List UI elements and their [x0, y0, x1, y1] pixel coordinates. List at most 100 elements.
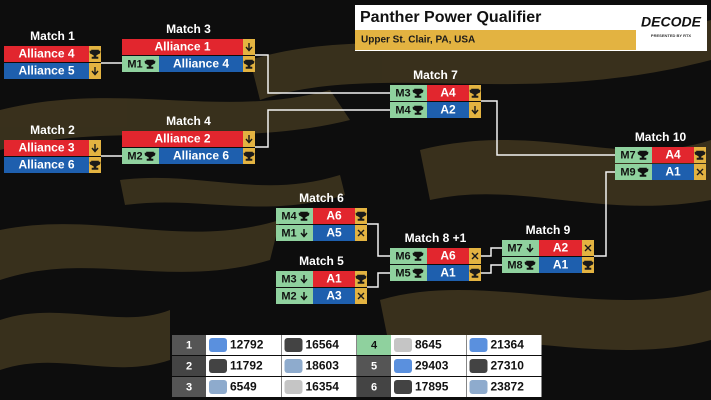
down-icon — [245, 135, 253, 144]
team-number: 17895 — [415, 380, 449, 394]
alliance-cell — [313, 271, 355, 287]
source-label: M5 — [395, 267, 410, 279]
down-icon — [300, 292, 308, 301]
match-label: Match 5 — [299, 254, 344, 268]
header: Panther Power Qualifier Upper St. Clair,… — [355, 5, 707, 51]
source-label: M2 — [127, 150, 142, 162]
down-icon — [91, 67, 99, 76]
trophy-icon — [355, 211, 367, 221]
match-label: Match 4 — [166, 114, 211, 128]
connectors — [101, 54, 615, 288]
rank-cell — [172, 335, 206, 355]
header-band — [355, 30, 636, 50]
team-logo — [469, 380, 488, 394]
alliance-name: Alliance 4 — [173, 57, 229, 71]
brackets: Match 1 Alliance 4 Alliance 5 Match 3 Allian… — [4, 22, 706, 304]
team-logo — [284, 380, 303, 394]
alliance-name: A4 — [665, 148, 681, 162]
alliance-cell — [539, 257, 582, 273]
alliance-name: Alliance 3 — [18, 141, 74, 155]
team-number: 11792 — [230, 359, 263, 373]
down-icon — [526, 244, 534, 253]
trophy-icon — [694, 150, 706, 160]
match-label: Match 10 — [635, 130, 687, 144]
trophy-icon — [144, 59, 156, 69]
alliance-cell — [427, 102, 469, 118]
alliance-name: A6 — [326, 209, 342, 223]
team-logo — [209, 359, 227, 373]
x-icon — [696, 168, 704, 176]
team-logo — [469, 338, 488, 352]
alliance-cell — [4, 157, 89, 173]
trophy-icon — [144, 151, 156, 161]
source-label: M6 — [395, 250, 410, 262]
source-label: M8 — [507, 259, 522, 271]
source-label: M9 — [620, 166, 635, 178]
match: Match 9 M7 A2 M8 A1 — [502, 223, 594, 273]
match: Match 4 Alliance 2 M2 Alliance 6 — [122, 114, 255, 164]
team-logo — [394, 338, 412, 352]
alliance-cell — [122, 39, 243, 55]
logo: DECODE — [641, 14, 702, 30]
event-location: Upper St. Clair, PA, USA — [361, 35, 475, 46]
team-logo — [284, 359, 303, 373]
rank-number: 3 — [186, 381, 192, 393]
source-label: M1 — [127, 58, 142, 70]
x-icon — [357, 292, 365, 300]
team-number: 23872 — [491, 380, 525, 394]
alliance-name: Alliance 1 — [154, 40, 210, 54]
trophy-icon — [298, 211, 310, 221]
event-title: Panther Power Qualifier — [360, 9, 541, 26]
match-label: Match 7 — [413, 68, 458, 82]
down-icon — [245, 43, 253, 52]
match-label: Match 2 — [30, 123, 75, 137]
team-number: 12792 — [230, 338, 264, 352]
alliance-cell — [122, 131, 243, 147]
alliance-name: A1 — [665, 165, 681, 179]
rank-cell — [172, 377, 206, 397]
team-logo — [394, 380, 412, 394]
source-label: M4 — [395, 104, 411, 116]
trophy-icon — [469, 268, 481, 278]
match-label: Match 8 +1 — [405, 231, 467, 245]
alliance-cell — [313, 288, 355, 304]
match-label: Match 3 — [166, 22, 211, 36]
team-logo — [469, 359, 488, 373]
team-number: 16354 — [306, 380, 340, 394]
rank-cell — [357, 335, 391, 355]
rank-cell — [357, 356, 391, 376]
alliance-cell — [539, 240, 582, 256]
down-icon — [300, 229, 308, 238]
alliance-name: A3 — [326, 289, 342, 303]
connector — [367, 223, 390, 257]
alliance-name: A1 — [326, 272, 342, 286]
source-label: M3 — [395, 87, 410, 99]
team-number: 29403 — [415, 359, 449, 373]
source-label: M1 — [281, 227, 296, 239]
trophy-icon — [243, 59, 255, 69]
alliance-cell — [652, 147, 694, 163]
team-number: 27310 — [491, 359, 525, 373]
rank-number: 2 — [186, 360, 192, 372]
x-icon — [584, 244, 592, 252]
match-label: Match 6 — [299, 191, 344, 205]
alliance-cell — [427, 248, 469, 264]
trophy-icon — [243, 151, 255, 161]
down-icon — [300, 275, 308, 284]
x-icon — [357, 229, 365, 237]
connector — [367, 272, 390, 288]
alliance-name: A5 — [326, 226, 342, 240]
team-logo — [284, 338, 303, 352]
team-number: 8645 — [415, 338, 442, 352]
match: Match 3 Alliance 1 M1 Alliance 4 — [122, 22, 255, 72]
alliance-name: Alliance 5 — [18, 64, 74, 78]
down-icon — [91, 144, 99, 153]
match: Match 2 Alliance 3 Alliance 6 — [4, 123, 101, 173]
down-icon — [471, 106, 479, 115]
alliance-name: Alliance 4 — [18, 47, 74, 61]
team-number: 6549 — [230, 380, 257, 394]
alliance-cell — [4, 140, 89, 156]
alliance-name: A2 — [440, 103, 456, 117]
